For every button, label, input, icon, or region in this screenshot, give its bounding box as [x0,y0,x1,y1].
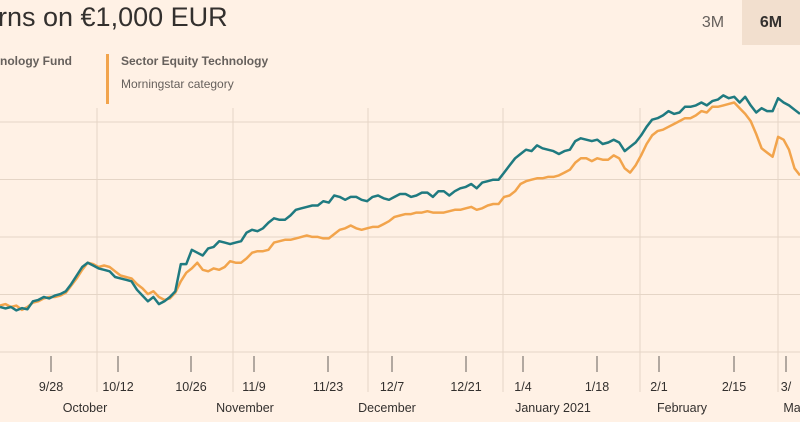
x-month-label: November [216,401,274,415]
x-axis: 9/28 10/12 10/26 11/9 11/23 12/7 12/21 1/4 1/18 2… [39,356,800,415]
x-month-label: October [63,401,107,415]
chart-title: rns on €1,000 EUR [0,2,228,32]
legend-category-name: Sector Equity Technology [121,54,269,68]
x-tick-label: 11/9 [242,380,265,394]
x-tick-label: 10/26 [175,380,206,394]
x-month-label: January 2021 [515,401,591,415]
x-tick-label: 12/21 [450,380,481,394]
legend-category: Sector Equity Technology Morningstar cat… [106,54,268,104]
legend-fund-name: nology Fund [0,54,72,68]
tab-6m[interactable]: 6M [742,0,800,45]
x-tick-label: 10/12 [102,380,133,394]
x-tick-label: 1/18 [585,380,609,394]
x-tick-label: 2/15 [722,380,746,394]
series-layer [0,94,800,312]
x-tick-label: 9/28 [39,380,63,394]
x-tick-label: 1/4 [514,380,531,394]
x-tick-label: 12/7 [380,380,404,394]
legend-category-sub: Morningstar category [121,77,234,91]
x-month-label: February [657,401,708,415]
series-line [0,94,800,312]
series-line [0,101,800,312]
range-tabs: 3M 6M [684,0,800,45]
x-tick-label: 3/ [781,380,792,394]
tab-3m[interactable]: 3M [701,13,725,31]
x-month-label: Ma [783,401,800,415]
x-tick-label: 2/1 [650,380,667,394]
x-month-label: December [358,401,416,415]
grid-layer [0,108,800,392]
legend-fund: nology Fund [0,54,90,68]
x-tick-label: 11/23 [313,380,343,394]
